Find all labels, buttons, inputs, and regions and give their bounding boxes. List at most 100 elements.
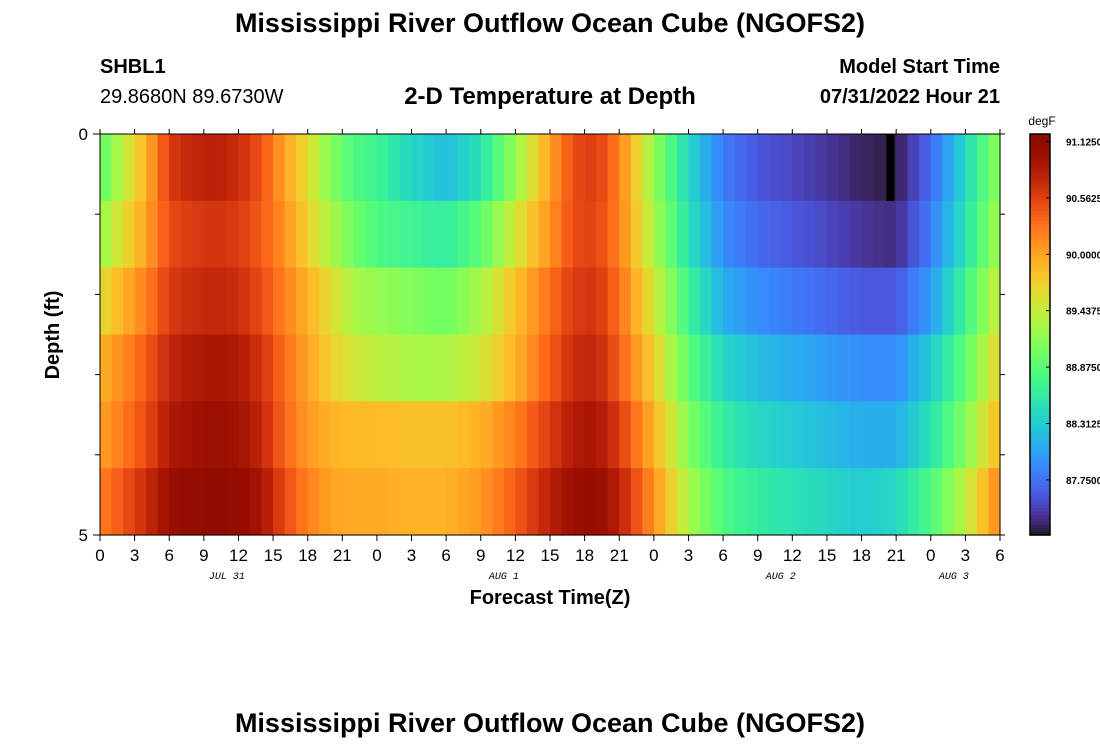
heatmap-cell <box>250 401 263 469</box>
heatmap-cell <box>723 468 736 536</box>
heatmap-cell <box>192 200 205 269</box>
heatmap-cell <box>434 468 447 536</box>
heatmap-cell <box>850 468 863 536</box>
heatmap-cell <box>123 334 136 402</box>
heatmap-cell <box>780 468 793 536</box>
heatmap-cell <box>284 468 297 536</box>
heatmap-cell <box>330 200 343 269</box>
heatmap-cell <box>503 334 516 402</box>
heatmap-cell <box>607 200 620 269</box>
heatmap-cell <box>884 267 897 336</box>
heatmap-cell <box>676 134 690 202</box>
heatmap-cell <box>411 134 424 202</box>
heatmap-cell <box>215 334 228 402</box>
heatmap-cell <box>723 134 736 202</box>
heatmap-cell <box>850 200 863 269</box>
heatmap-cell <box>780 134 793 202</box>
heatmap-cell <box>411 468 424 536</box>
heatmap-cell <box>111 200 124 269</box>
heatmap-cell <box>988 334 1001 402</box>
x-tick-label: 3 <box>407 546 416 565</box>
heatmap-cell <box>988 401 1001 469</box>
heatmap-cell <box>550 401 563 469</box>
heatmap-cell <box>365 267 378 336</box>
heatmap-cell <box>423 267 436 336</box>
heatmap-cell <box>423 401 436 469</box>
heatmap-cell <box>180 468 193 536</box>
heatmap-cell <box>503 468 516 536</box>
heatmap-cell <box>492 267 505 336</box>
chart-subtitle-text: 2-D Temperature at Depth <box>404 83 696 110</box>
heatmap-cell <box>803 334 816 402</box>
heatmap-cell <box>192 267 205 336</box>
heatmap-cell <box>619 267 632 336</box>
heatmap-cell <box>850 334 863 402</box>
heatmap-cell <box>284 401 297 469</box>
heatmap-cell <box>238 200 251 269</box>
heatmap-cell <box>884 200 897 269</box>
colorbar-segment <box>1030 361 1050 366</box>
heatmap-cell <box>365 134 378 202</box>
heatmap-cell <box>965 267 978 336</box>
colorbar-segment <box>1030 321 1050 326</box>
heatmap-cell <box>988 468 1001 536</box>
heatmap-cell <box>688 200 701 269</box>
colorbar-segment <box>1030 140 1050 145</box>
colorbar-segment <box>1030 424 1050 429</box>
heatmap-cell <box>607 401 620 469</box>
colorbar-segment <box>1030 157 1050 162</box>
heatmap-cell <box>180 134 193 202</box>
x-tick-label: 15 <box>817 546 836 565</box>
heatmap-cell <box>111 401 124 469</box>
colorbar-segment <box>1030 468 1050 473</box>
heatmap-cell <box>261 200 274 269</box>
heatmap-cell <box>284 134 297 202</box>
heatmap-cell <box>376 200 390 269</box>
heatmap-cell <box>746 200 759 269</box>
heatmap-cell <box>250 267 263 336</box>
colorbar-segment <box>1030 518 1050 523</box>
heatmap-cell <box>676 334 690 402</box>
colorbar-segment <box>1030 337 1050 342</box>
heatmap-cell <box>423 200 436 269</box>
heatmap-cell <box>642 468 655 536</box>
heatmap-cell <box>169 334 182 402</box>
heatmap-cell <box>123 200 136 269</box>
colorbar-unit-label: degF <box>1028 114 1055 128</box>
colorbar-segment <box>1030 291 1050 295</box>
heatmap-cell <box>169 401 182 469</box>
heatmap-cell <box>526 334 540 402</box>
colorbar-segment <box>1030 351 1050 356</box>
heatmap-cell <box>157 401 170 469</box>
colorbar-segment <box>1030 344 1050 349</box>
heatmap-cell <box>492 200 505 269</box>
heatmap-cell <box>215 401 228 469</box>
heatmap-cell <box>353 134 366 202</box>
heatmap-cell <box>526 267 540 336</box>
heatmap-cell <box>376 401 390 469</box>
heatmap-cell <box>757 401 770 469</box>
x-tick-label: 18 <box>575 546 594 565</box>
heatmap-cell <box>376 468 390 536</box>
heatmap-cell <box>480 468 493 536</box>
heatmap-cell <box>688 401 701 469</box>
heatmap-cell <box>584 468 597 536</box>
colorbar-segment <box>1030 260 1050 265</box>
heatmap-cell <box>561 468 574 536</box>
colorbar-segment <box>1030 428 1050 433</box>
colorbar-segment <box>1030 531 1050 536</box>
heatmap-cell <box>203 267 216 336</box>
colorbar-segment <box>1030 454 1050 459</box>
heatmap-cell <box>134 334 147 402</box>
heatmap-cell <box>584 401 597 469</box>
heatmap-cell <box>953 401 966 469</box>
heatmap-cell <box>400 401 413 469</box>
heatmap-cell <box>169 267 182 336</box>
heatmap-cell <box>203 401 216 469</box>
heatmap-cell <box>388 134 401 202</box>
model-start-label: Model Start Time <box>839 56 1000 78</box>
station-id: SHBL1 <box>100 56 166 78</box>
colorbar-segment <box>1030 418 1050 422</box>
colorbar-segment <box>1030 187 1050 192</box>
heatmap-cell <box>792 401 805 469</box>
